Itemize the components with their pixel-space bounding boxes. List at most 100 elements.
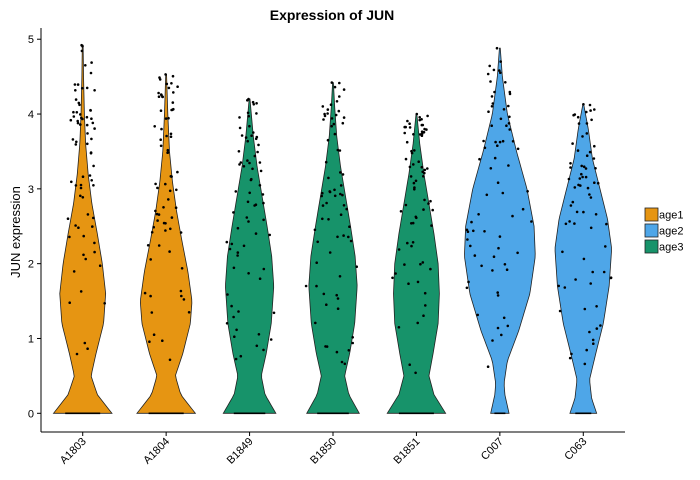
data-point <box>325 201 328 205</box>
data-point <box>242 165 246 168</box>
data-point <box>180 294 183 298</box>
data-point <box>341 121 345 125</box>
data-point <box>337 109 341 113</box>
data-point <box>80 86 84 90</box>
data-point <box>483 146 487 150</box>
data-point <box>321 217 324 221</box>
data-point <box>415 216 418 220</box>
data-point <box>466 238 469 241</box>
y-tick-label: 0 <box>28 408 34 420</box>
data-point <box>80 116 83 120</box>
jitter-points-C007 <box>465 46 533 369</box>
violin-shape-B1849 <box>222 98 277 414</box>
violin-shape-C007 <box>464 47 536 414</box>
data-point <box>574 278 577 281</box>
data-point <box>157 95 161 98</box>
y-tick-label: 4 <box>28 109 34 121</box>
data-point <box>330 124 334 128</box>
data-point <box>406 119 409 123</box>
data-point <box>482 139 485 143</box>
x-tick-label: B1850 <box>308 436 339 467</box>
jitter-points-B1850 <box>304 81 359 366</box>
data-point <box>486 72 490 76</box>
data-point <box>584 167 588 170</box>
data-point <box>256 150 259 154</box>
data-point <box>262 218 265 222</box>
data-point <box>338 149 342 152</box>
data-point <box>166 151 169 154</box>
data-point <box>342 116 346 119</box>
data-point <box>496 291 500 294</box>
data-point <box>304 284 308 288</box>
data-point <box>172 91 175 94</box>
data-point <box>164 182 167 186</box>
data-point <box>491 269 494 272</box>
data-point <box>247 97 250 101</box>
data-point <box>254 137 258 141</box>
data-point <box>588 193 591 196</box>
data-point <box>315 284 318 288</box>
data-point <box>349 239 353 243</box>
data-point <box>90 137 93 141</box>
data-point <box>580 172 583 176</box>
data-point <box>423 198 426 202</box>
data-point <box>326 108 330 111</box>
data-point <box>232 211 235 214</box>
data-point <box>496 181 500 184</box>
data-point <box>573 222 576 225</box>
data-point <box>157 91 160 95</box>
data-point <box>332 122 336 126</box>
data-point <box>179 289 183 293</box>
data-point <box>591 338 595 342</box>
data-point <box>581 175 584 179</box>
data-point <box>258 184 262 187</box>
data-point <box>252 131 255 134</box>
data-point <box>187 311 191 314</box>
data-point <box>322 118 325 121</box>
data-point <box>333 132 337 136</box>
data-point <box>255 102 258 105</box>
data-point <box>93 89 96 92</box>
data-point <box>571 200 575 204</box>
data-point <box>336 307 340 311</box>
data-point <box>577 183 580 187</box>
data-point <box>335 100 339 103</box>
data-point <box>469 244 472 248</box>
data-point <box>410 222 413 225</box>
data-point <box>466 230 470 233</box>
data-point <box>338 95 341 98</box>
data-point <box>497 246 500 250</box>
data-point <box>257 143 260 147</box>
data-point <box>261 193 265 196</box>
data-point <box>79 186 83 190</box>
data-point <box>516 251 519 255</box>
data-point <box>582 165 586 168</box>
data-point <box>179 231 183 234</box>
data-point <box>320 194 324 198</box>
data-point <box>582 103 585 106</box>
data-point <box>150 311 154 314</box>
data-point <box>230 304 233 308</box>
data-point <box>68 235 71 239</box>
data-point <box>595 305 598 308</box>
data-point <box>578 177 582 180</box>
data-point <box>488 64 492 68</box>
data-point <box>499 71 502 74</box>
data-point <box>502 316 506 320</box>
data-point <box>165 134 168 138</box>
data-point <box>429 199 432 203</box>
data-point <box>572 113 575 117</box>
violin-C063 <box>554 103 613 415</box>
x-tick-label: C063 <box>562 436 589 463</box>
data-point <box>593 108 596 111</box>
data-point <box>558 309 562 313</box>
data-point <box>569 204 573 207</box>
data-point <box>322 292 326 296</box>
data-point <box>347 235 350 239</box>
data-point <box>84 257 87 261</box>
data-point <box>593 144 596 148</box>
data-point <box>333 85 337 89</box>
jitter-points-A1804 <box>143 73 191 362</box>
data-point <box>330 81 334 84</box>
data-point <box>323 112 326 116</box>
